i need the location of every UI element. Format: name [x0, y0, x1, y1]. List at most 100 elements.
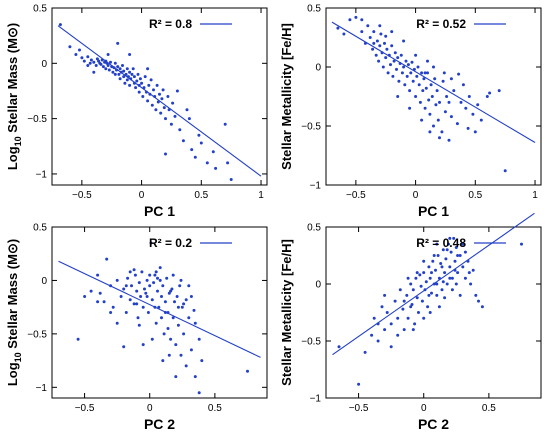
scatter-point [438, 100, 441, 104]
scatter-point [455, 122, 459, 126]
scatter-point [157, 305, 161, 309]
scatter-point [428, 130, 432, 134]
scatter-point [406, 276, 410, 280]
scatter-point [447, 100, 451, 104]
scatter-point [89, 58, 93, 62]
scatter-point [161, 359, 165, 363]
scatter-point [109, 311, 113, 314]
scatter-point [149, 78, 153, 82]
scatter-point [503, 169, 507, 173]
scatter-point [435, 89, 439, 93]
scatter-point [447, 138, 451, 142]
x-axis-label: PC 2 [144, 416, 175, 432]
scatter-point [435, 242, 439, 246]
regression-line [332, 212, 535, 356]
scatter-point [449, 77, 453, 81]
scatter-point [135, 79, 139, 83]
legend-label: R² = 0.8 [149, 17, 192, 31]
regression-line [57, 25, 262, 177]
scatter-point [447, 242, 450, 246]
scatter-point [378, 24, 382, 28]
scatter-point [430, 95, 434, 98]
scatter-point [74, 53, 78, 56]
scatter-point [205, 161, 209, 165]
scatter-point [136, 316, 140, 320]
x-axis-label: PC 2 [418, 416, 449, 432]
scatter-point [456, 271, 460, 275]
regression-line [331, 21, 536, 143]
scatter-point [409, 305, 413, 309]
scatter-point [122, 287, 126, 291]
scatter-point [101, 65, 105, 69]
scatter-point [360, 30, 364, 34]
scatter-point [448, 265, 452, 269]
scatter-point [82, 59, 86, 63]
scatter-point [200, 359, 204, 363]
scatter-point [159, 111, 163, 115]
scatter-point [385, 311, 389, 314]
scatter-point [371, 47, 375, 51]
scatter-point [445, 282, 449, 286]
scatter-point [415, 296, 419, 300]
scatter-point [187, 316, 191, 320]
scatter-point [86, 55, 90, 59]
scatter-point [467, 95, 471, 98]
scatter-point [417, 311, 420, 314]
scatter-point [411, 79, 415, 83]
scatter-point [443, 271, 447, 275]
scatter-point [375, 39, 379, 43]
scatter-point [402, 65, 406, 69]
scatter-point [118, 77, 122, 81]
x-tick-label: 0.5 [194, 190, 208, 201]
scatter-point [445, 248, 449, 252]
scatter-point [146, 67, 150, 71]
scatter-point [78, 48, 81, 52]
scatter-point [214, 166, 218, 170]
scatter-point [441, 248, 445, 252]
scatter-point [125, 67, 129, 71]
scatter-point [434, 268, 437, 272]
y-tick-label: −1 [36, 169, 48, 180]
scatter-point [137, 281, 141, 285]
scatter-point [418, 273, 422, 277]
scatter-point [158, 92, 161, 96]
scatter-point [113, 72, 117, 76]
scatter-point [454, 282, 458, 286]
scatter-point [107, 68, 111, 72]
scatter-point [380, 305, 384, 309]
scatter-point [122, 75, 126, 79]
scatter-point [479, 118, 483, 122]
scatter-point [441, 280, 445, 284]
scatter-point [440, 288, 444, 292]
scatter-point [477, 299, 480, 303]
scatter-point [413, 322, 417, 326]
scatter-point [430, 291, 433, 295]
scatter-point [408, 89, 412, 93]
scatter-point [145, 295, 149, 298]
scatter-point [83, 295, 87, 298]
scatter-point [180, 305, 184, 309]
scatter-point [417, 83, 421, 87]
scatter-point [467, 271, 471, 275]
scatter-point [440, 130, 444, 134]
scatter-point [189, 295, 193, 298]
y-axis-label: Log10 Stellar Mass (M⊙) [5, 23, 23, 170]
scatter-point [106, 64, 110, 67]
scatter-point [86, 64, 90, 67]
scatter-point [415, 271, 419, 275]
scatter-point [390, 30, 394, 34]
scatter-point [436, 118, 440, 122]
scatter-point [426, 71, 429, 75]
scatter-point [402, 328, 406, 332]
scatter-point [160, 97, 164, 101]
scatter-point [190, 148, 194, 152]
scatter-point [192, 308, 196, 312]
scatter-point [459, 100, 463, 104]
scatter-point [115, 321, 119, 325]
scatter-point [426, 59, 429, 63]
scatter-point [109, 60, 112, 64]
x-tick-label: 0 [147, 403, 153, 414]
scatter-point [469, 282, 473, 286]
x-tick-label: 0 [139, 190, 145, 201]
